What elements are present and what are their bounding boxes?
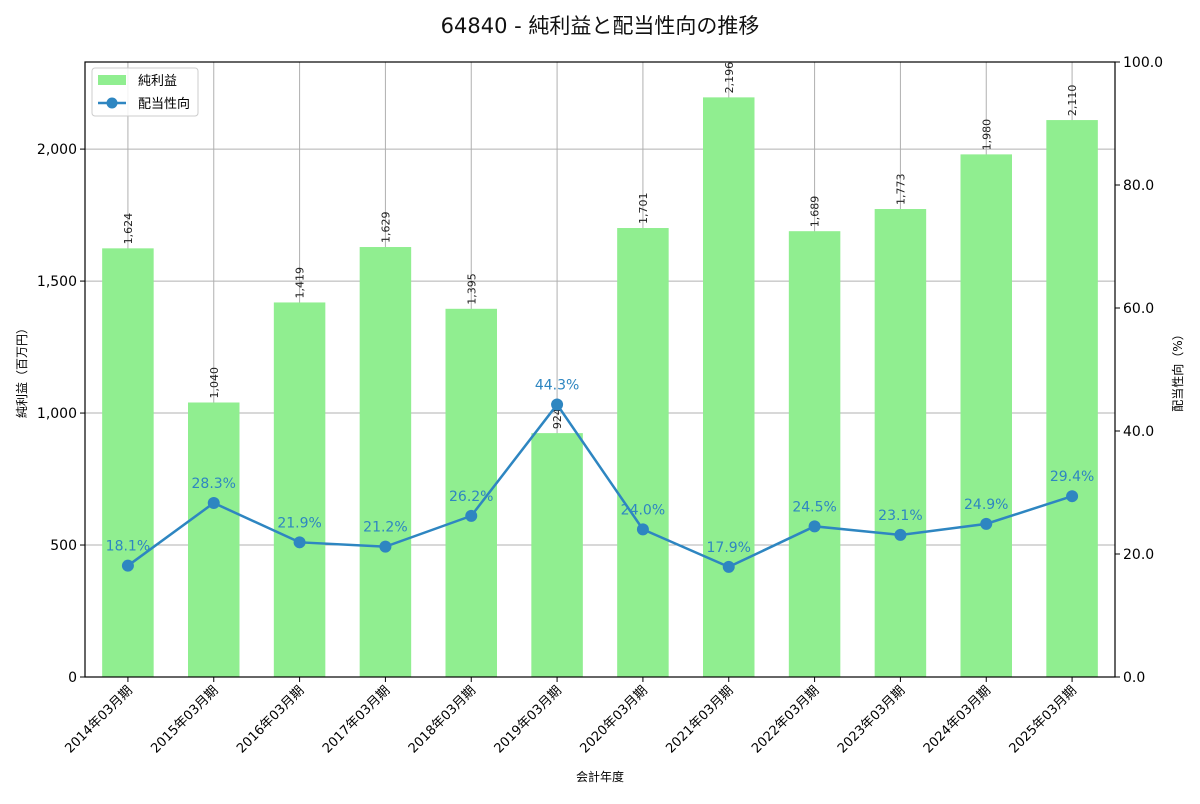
y-left-tick-label: 500 (50, 538, 77, 554)
x-tick-label: 2017年03月期 (320, 683, 393, 756)
line-marker (293, 536, 306, 549)
line-marker (722, 560, 735, 573)
line-value-label: 28.3% (192, 476, 236, 492)
y-right-tick-label: 0.0 (1123, 670, 1145, 686)
x-tick-label: 2021年03月期 (663, 683, 736, 756)
x-tick-label: 2016年03月期 (234, 683, 307, 756)
line-value-label: 24.9% (964, 497, 1008, 513)
bar (788, 231, 841, 678)
x-tick-label: 2020年03月期 (577, 683, 650, 756)
y-left-tick-label: 0 (68, 670, 77, 686)
y-right-tick-label: 40.0 (1123, 424, 1154, 440)
line-series-payout-ratio: 18.1% 28.3% 21.9% 21.2% 26.2% 44.3% 24.0% 17.9%… (106, 378, 1094, 573)
line-value-label: 44.3% (535, 378, 579, 394)
x-axis-label: 会計年度 (576, 769, 624, 784)
x-tick-label: 2025年03月期 (1007, 683, 1080, 756)
y-right-tick-label: 60.0 (1123, 301, 1154, 317)
line-value-label: 26.2% (449, 489, 493, 505)
x-tick-label: 2018年03月期 (406, 683, 479, 756)
line-marker (121, 559, 134, 572)
line-marker (808, 520, 821, 533)
bar (617, 228, 669, 677)
x-tick-label: 2023年03月期 (835, 683, 908, 756)
chart-title: 64840 - 純利益と配当性向の推移 (441, 14, 760, 38)
legend-marker-icon (106, 97, 118, 109)
bar-value-label: 1,624 (122, 213, 135, 245)
bar (273, 302, 326, 677)
y-right-tick-label: 100.0 (1123, 55, 1163, 71)
bar (102, 248, 154, 677)
bar-value-label: 1,040 (208, 367, 221, 399)
line-marker (379, 540, 392, 553)
bar-series-net-income (102, 97, 1098, 678)
payout-ratio-line (127, 402, 1073, 569)
bar-value-label: 1,419 (294, 267, 307, 299)
line-value-label: 21.9% (277, 515, 321, 531)
legend-bar-swatch-icon (98, 75, 126, 85)
y-right-tick-label: 80.0 (1123, 178, 1154, 194)
bar-value-label: 1,701 (637, 193, 650, 225)
line-marker (894, 528, 907, 541)
line-marker (980, 517, 993, 530)
bar (359, 247, 412, 677)
y-left-tick-label: 1,000 (37, 406, 77, 422)
legend: 純利益 配当性向 (91, 67, 199, 117)
bar (188, 402, 240, 677)
bar-value-label: 1,773 (894, 174, 907, 206)
bar-value-label: 924 (551, 408, 564, 429)
x-tick-label: 2014年03月期 (62, 683, 135, 756)
bar-value-label: 2,196 (723, 62, 736, 94)
x-tick-label: 2022年03月期 (749, 683, 822, 756)
line-value-label: 29.4% (1050, 469, 1094, 485)
bar-value-label: 1,980 (980, 119, 993, 151)
line-value-label: 24.5% (792, 499, 836, 515)
bar-value-labels: 1,624 1,040 1,419 1,629 1,395 924 1,701 2,196 1,… (122, 62, 1079, 429)
line-marker (207, 496, 220, 509)
line-marker (465, 509, 478, 522)
line-marker (551, 398, 564, 411)
x-tick-label: 2015年03月期 (148, 683, 221, 756)
line-value-label: 18.1% (106, 539, 150, 555)
x-tick-label: 2024年03月期 (921, 683, 994, 756)
y-right-tick-label: 20.0 (1123, 547, 1154, 563)
x-tick-label: 2019年03月期 (492, 683, 565, 756)
bar-value-label: 1,689 (809, 196, 822, 228)
bar (703, 97, 755, 678)
y-axis-left-label: 純利益（百万円） (15, 322, 29, 418)
bar (960, 154, 1012, 678)
bar-value-label: 1,395 (465, 273, 478, 305)
y-axis-right-label: 配当性向（%） (1170, 328, 1185, 411)
line-marker (1066, 490, 1079, 503)
plot-frame (84, 61, 1116, 678)
line-value-label: 21.2% (363, 520, 407, 536)
bar (874, 209, 927, 677)
bar (531, 433, 583, 677)
bar-value-label: 2,110 (1066, 85, 1079, 117)
bar-value-label: 1,629 (379, 212, 392, 244)
y-left-tick-label: 2,000 (37, 142, 77, 158)
bar (1046, 120, 1098, 678)
legend-label-net-income: 純利益 (138, 74, 177, 89)
y-left-tick-label: 1,500 (37, 274, 77, 290)
line-marker (636, 523, 649, 536)
line-value-label: 24.0% (621, 502, 665, 518)
line-value-label: 17.9% (707, 540, 751, 556)
line-value-label: 23.1% (878, 508, 922, 524)
legend-label-payout-ratio: 配当性向 (138, 96, 190, 112)
